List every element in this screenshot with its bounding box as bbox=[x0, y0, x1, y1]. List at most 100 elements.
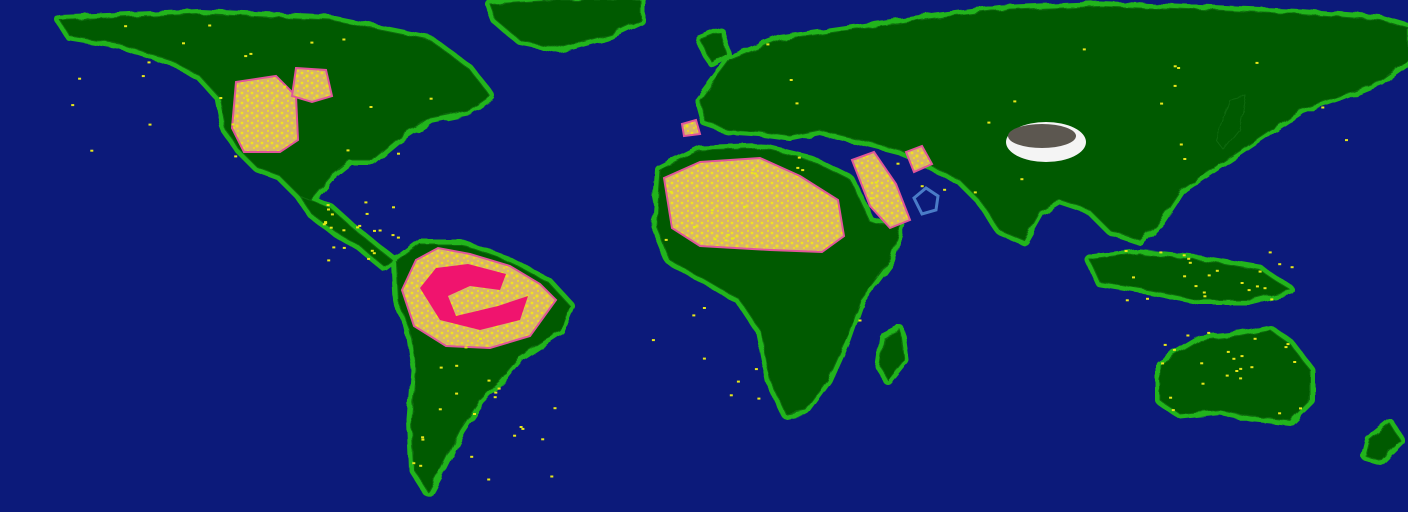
yellow-dot bbox=[1239, 377, 1243, 380]
yellow-dot bbox=[473, 413, 476, 415]
yellow-dot bbox=[219, 97, 223, 99]
yellow-dot bbox=[141, 75, 145, 78]
australia bbox=[1159, 329, 1311, 421]
yellow-dot bbox=[943, 188, 947, 191]
yellow-dot bbox=[342, 38, 346, 41]
yellow-dot bbox=[1182, 254, 1186, 257]
yellow-dot bbox=[419, 464, 423, 467]
yellow-dot bbox=[789, 79, 793, 81]
yellow-dot bbox=[664, 238, 668, 241]
british-isles bbox=[699, 31, 727, 63]
yellow-dot bbox=[1146, 297, 1149, 300]
yellow-dot bbox=[330, 213, 334, 216]
yellow-dot bbox=[234, 155, 238, 158]
yellow-dot bbox=[1203, 295, 1207, 298]
yellow-dot bbox=[1226, 350, 1230, 353]
yellow-dot bbox=[743, 205, 747, 208]
yellow-dot bbox=[391, 234, 395, 237]
yellow-dot bbox=[356, 226, 360, 229]
yellow-dot bbox=[858, 319, 862, 322]
tibet-plateau bbox=[1006, 122, 1086, 162]
yellow-dot bbox=[479, 337, 482, 340]
yellow-dot bbox=[1171, 409, 1175, 412]
arabian-desert bbox=[850, 150, 912, 230]
yellow-dot bbox=[1240, 355, 1244, 358]
desert-layer bbox=[230, 66, 934, 350]
yellow-dot bbox=[1225, 374, 1229, 377]
yellow-dot bbox=[796, 166, 800, 169]
yellow-dot bbox=[541, 438, 545, 441]
yellow-dot bbox=[1263, 287, 1267, 290]
yellow-dot bbox=[231, 123, 235, 126]
yellow-dot bbox=[283, 85, 287, 88]
yellow-dot bbox=[1284, 346, 1288, 349]
yellow-dot bbox=[342, 246, 346, 249]
yellow-dot bbox=[1258, 270, 1262, 273]
yellow-dot bbox=[370, 249, 374, 252]
yellow-dot bbox=[726, 233, 730, 236]
yellow-dot bbox=[310, 41, 314, 44]
yellow-dot bbox=[1082, 48, 1086, 51]
yellow-dot bbox=[396, 236, 400, 239]
yellow-dot bbox=[920, 185, 924, 188]
yellow-dot bbox=[182, 42, 185, 45]
yellow-dot bbox=[1239, 367, 1243, 370]
yellow-dot bbox=[1255, 61, 1259, 64]
yellow-dot bbox=[421, 438, 425, 441]
yellow-dot bbox=[497, 387, 501, 390]
yellow-dot bbox=[513, 434, 517, 437]
yellow-dot bbox=[1207, 331, 1211, 334]
yellow-dot bbox=[1172, 348, 1176, 351]
yellow-dot bbox=[322, 223, 326, 226]
yellow-dot bbox=[78, 77, 82, 80]
rocky-desert bbox=[290, 66, 334, 104]
yellow-dot bbox=[973, 191, 977, 194]
yellow-dot bbox=[397, 152, 400, 155]
yellow-dot bbox=[1161, 362, 1165, 365]
yellow-dot bbox=[1194, 285, 1198, 288]
yellow-dot bbox=[1247, 289, 1251, 292]
yellow-dot bbox=[1173, 65, 1177, 68]
yellow-dot bbox=[271, 99, 275, 102]
yellow-dot bbox=[1207, 274, 1211, 277]
madagascar bbox=[879, 329, 905, 381]
yellow-dot bbox=[797, 156, 801, 159]
yellow-dot bbox=[208, 24, 212, 27]
yellow-dot bbox=[710, 209, 714, 212]
yellow-dot bbox=[1268, 251, 1272, 254]
yellow-dot bbox=[487, 478, 491, 481]
yellow-dot bbox=[1299, 407, 1302, 410]
yellow-dot bbox=[327, 208, 330, 211]
yellow-dot bbox=[757, 397, 761, 400]
yellow-dot bbox=[1290, 266, 1294, 269]
yellow-dot bbox=[1240, 282, 1244, 284]
western-us-desert bbox=[230, 74, 300, 153]
yellow-dot bbox=[553, 407, 557, 410]
yellow-dot bbox=[729, 394, 733, 397]
yellow-dot bbox=[1270, 298, 1274, 301]
yellow-dot bbox=[1132, 276, 1135, 279]
yellow-dots-layer bbox=[71, 24, 1348, 481]
yellow-dot bbox=[326, 204, 330, 207]
yellow-dot bbox=[244, 55, 248, 58]
yellow-dot bbox=[367, 257, 371, 260]
yellow-dot bbox=[369, 106, 373, 108]
yellow-dot bbox=[1183, 158, 1187, 160]
yellow-dot bbox=[1179, 143, 1183, 146]
yellow-dot bbox=[439, 366, 443, 369]
yellow-dot bbox=[470, 455, 474, 458]
yellow-dot bbox=[713, 238, 717, 241]
yellow-dot bbox=[332, 246, 336, 249]
yellow-dot bbox=[1201, 382, 1205, 385]
yellow-dot bbox=[1163, 343, 1167, 346]
yellow-dot bbox=[754, 368, 758, 371]
yellow-dot bbox=[1013, 100, 1017, 103]
yellow-dot bbox=[378, 229, 382, 232]
yellow-dot bbox=[519, 426, 523, 428]
yellow-dot bbox=[358, 224, 362, 227]
yellow-dot bbox=[1345, 139, 1348, 142]
yellow-dot bbox=[246, 98, 250, 101]
yellow-dot bbox=[1235, 370, 1239, 372]
iberian-desert bbox=[680, 118, 702, 138]
